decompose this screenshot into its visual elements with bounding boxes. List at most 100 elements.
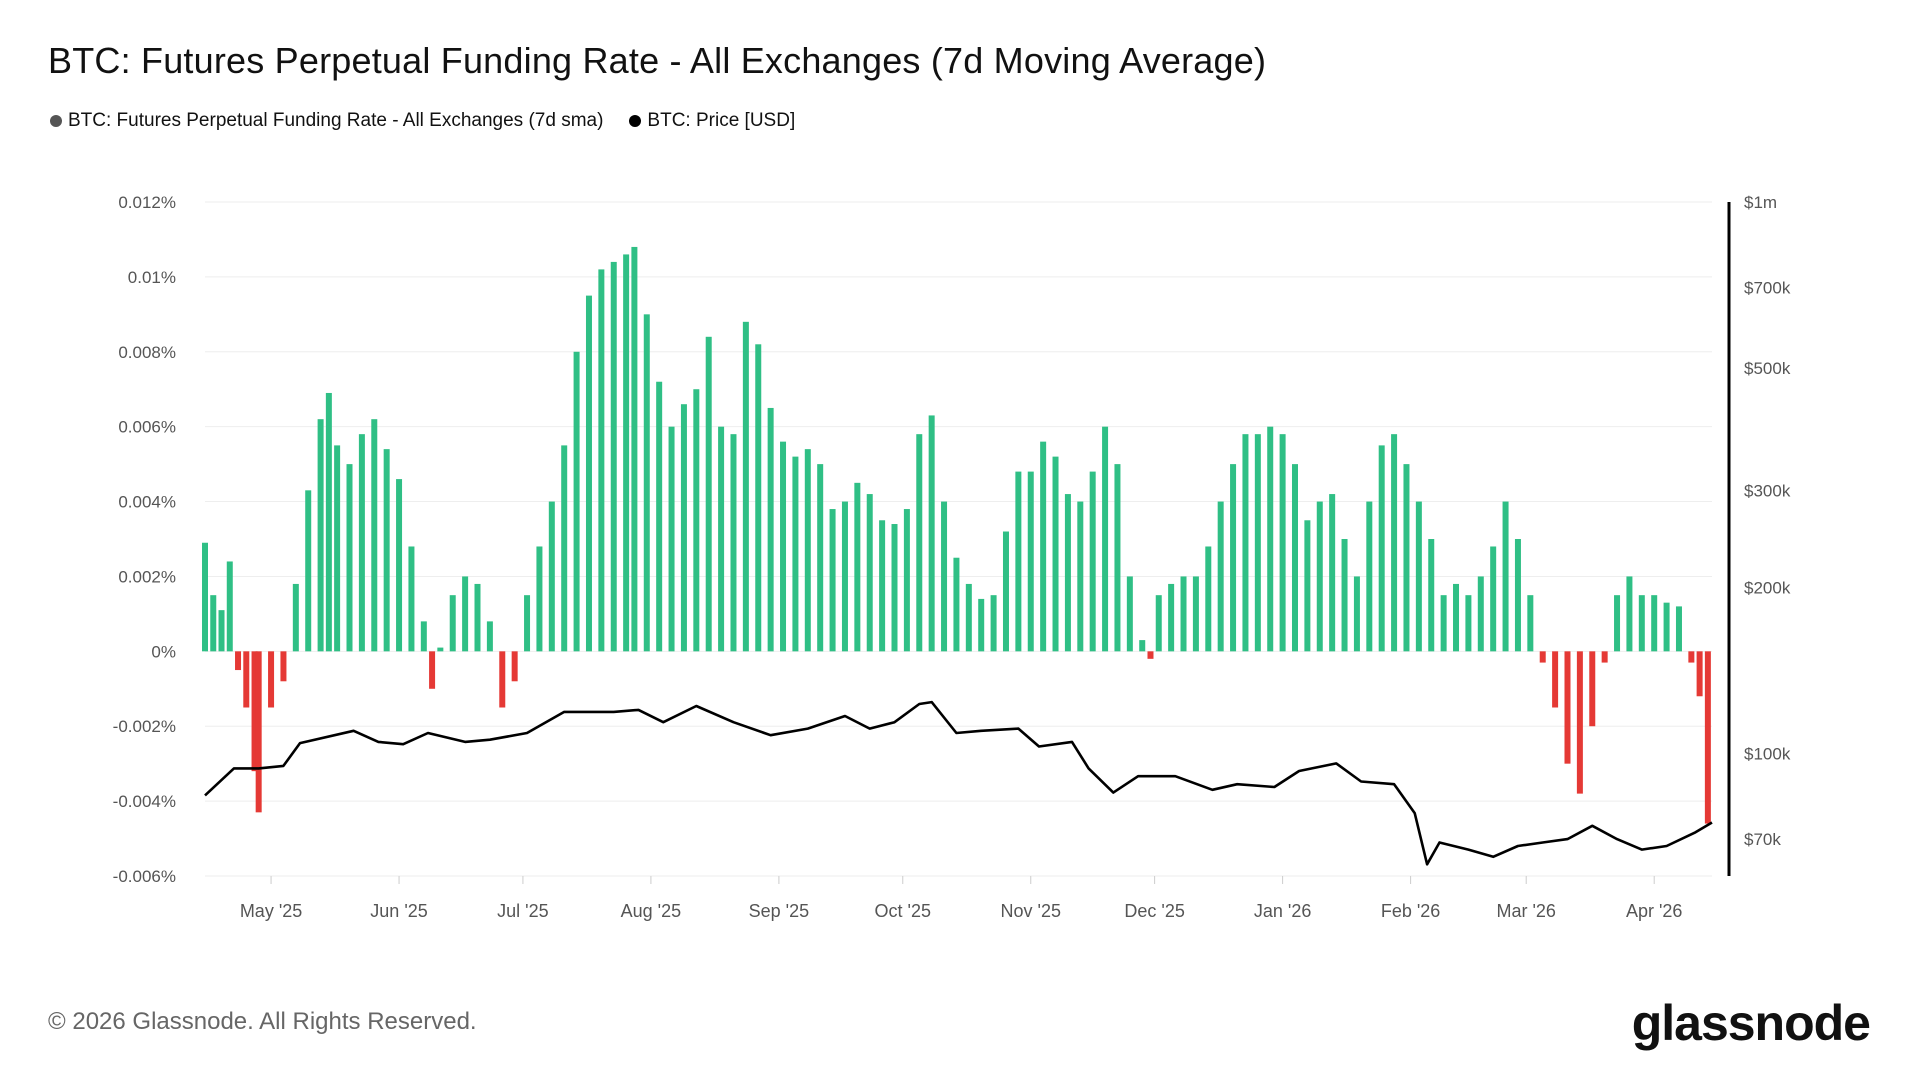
funding-bar-positive: [1052, 456, 1059, 652]
legend-dot-icon: [629, 115, 642, 127]
legend-dot-icon: [50, 115, 62, 127]
x-tick-label: Feb '26: [1381, 901, 1440, 921]
funding-bar-positive: [1192, 576, 1199, 652]
funding-bar-positive: [623, 254, 630, 652]
funding-bar-positive: [420, 621, 427, 652]
funding-bar-positive: [780, 441, 787, 652]
funding-bar-negative: [1552, 651, 1559, 708]
funding-bar-positive: [408, 546, 415, 652]
funding-bar-positive: [1279, 434, 1286, 652]
funding-bar-positive: [1180, 576, 1187, 652]
funding-bar-positive: [573, 351, 580, 652]
funding-bar-positive: [305, 490, 312, 652]
funding-bar-positive: [978, 598, 985, 652]
x-tick-label: Apr '26: [1626, 901, 1682, 921]
funding-bar-negative: [511, 651, 518, 682]
funding-bar-positive: [598, 269, 605, 652]
funding-bar-positive: [1304, 520, 1311, 652]
y-right-tick-label: $70k: [1744, 830, 1781, 849]
funding-bar-positive: [767, 407, 774, 652]
funding-bar-positive: [1114, 464, 1121, 652]
y-left-tick-label: -0.002%: [113, 717, 176, 736]
x-tick-label: Aug '25: [621, 901, 682, 921]
funding-bar-positive: [1155, 595, 1162, 652]
funding-bar-positive: [1027, 471, 1034, 652]
funding-bar-positive: [829, 509, 836, 652]
funding-bar-positive: [730, 434, 737, 652]
funding-bar-positive: [334, 445, 341, 652]
funding-bar-negative: [1696, 651, 1703, 697]
funding-bar-positive: [965, 583, 972, 652]
funding-bar-positive: [792, 456, 799, 652]
funding-bar-negative: [1601, 651, 1608, 663]
funding-bar-positive: [1527, 595, 1534, 652]
funding-bar-positive: [941, 501, 948, 652]
funding-bar-positive: [1391, 434, 1398, 652]
funding-bar-positive: [879, 520, 886, 652]
x-tick-label: Mar '26: [1496, 901, 1555, 921]
funding-bar-positive: [841, 501, 848, 652]
x-tick-label: May '25: [240, 901, 302, 921]
y-right-tick-label: $200k: [1744, 579, 1791, 598]
legend-label: BTC: Futures Perpetual Funding Rate - Al…: [68, 110, 604, 131]
funding-bar-positive: [1415, 501, 1422, 652]
funding-bar-positive: [891, 524, 898, 652]
funding-bar-positive: [585, 295, 592, 652]
funding-bar-negative: [243, 651, 250, 708]
funding-bar-positive: [903, 509, 910, 652]
legend-item-funding-rate[interactable]: BTC: Futures Perpetual Funding Rate - Al…: [50, 110, 603, 132]
y-right-tick-label: $700k: [1744, 278, 1791, 297]
funding-bar-positive: [462, 576, 469, 652]
y-left-tick-label: 0.006%: [118, 418, 176, 437]
funding-bar-negative: [268, 651, 275, 708]
y-left-tick-label: -0.004%: [113, 792, 176, 811]
funding-bar-negative: [1564, 651, 1571, 764]
y-left-tick-label: 0.012%: [118, 193, 176, 212]
x-tick-label: Oct '25: [875, 901, 931, 921]
funding-bar-negative: [429, 651, 436, 689]
funding-bar-positive: [1403, 464, 1410, 652]
funding-bar-negative: [280, 651, 287, 682]
legend: BTC: Futures Perpetual Funding Rate - Al…: [50, 110, 795, 132]
funding-bar-positive: [202, 542, 208, 652]
funding-bar-positive: [371, 419, 378, 652]
funding-bar-negative: [1589, 651, 1596, 727]
y-left-tick-label: 0.01%: [128, 268, 176, 287]
funding-bar-positive: [1291, 464, 1298, 652]
legend-item-price[interactable]: BTC: Price [USD]: [629, 110, 795, 132]
copyright-text: © 2026 Glassnode. All Rights Reserved.: [48, 1008, 477, 1035]
funding-bar-positive: [1217, 501, 1224, 652]
funding-bar-positive: [325, 392, 332, 652]
funding-bar-positive: [218, 610, 225, 652]
funding-bar-positive: [1168, 583, 1175, 652]
funding-bar-negative: [1704, 651, 1711, 824]
funding-bar-positive: [1316, 501, 1323, 652]
funding-bar-positive: [742, 321, 749, 652]
y-left-tick-label: 0%: [151, 642, 176, 661]
funding-bar-positive: [226, 561, 233, 652]
funding-bar-positive: [1341, 539, 1348, 652]
funding-bar-positive: [474, 583, 481, 652]
funding-bar-positive: [1663, 602, 1670, 652]
funding-bar-positive: [693, 389, 700, 652]
y-left-tick-label: -0.006%: [113, 867, 176, 886]
y-right-tick-label: $1m: [1744, 193, 1777, 212]
funding-bar-positive: [437, 647, 444, 652]
funding-bar-positive: [1453, 583, 1460, 652]
funding-bar-positive: [804, 449, 811, 652]
chart-title: BTC: Futures Perpetual Funding Rate - Al…: [48, 40, 1267, 81]
funding-bar-positive: [1514, 539, 1521, 652]
funding-bar-positive: [1614, 595, 1621, 652]
y-left-tick-label: 0.004%: [118, 493, 176, 512]
funding-bar-positive: [854, 482, 861, 652]
x-tick-label: Dec '25: [1124, 901, 1184, 921]
funding-bar-positive: [755, 344, 762, 652]
funding-bar-negative: [1688, 651, 1695, 663]
x-tick-label: Jul '25: [497, 901, 548, 921]
funding-bar-positive: [817, 464, 824, 652]
funding-bar-positive: [1626, 576, 1633, 652]
x-tick-label: Sep '25: [749, 901, 810, 921]
funding-bar-positive: [396, 479, 403, 652]
funding-bar-positive: [1077, 501, 1084, 652]
